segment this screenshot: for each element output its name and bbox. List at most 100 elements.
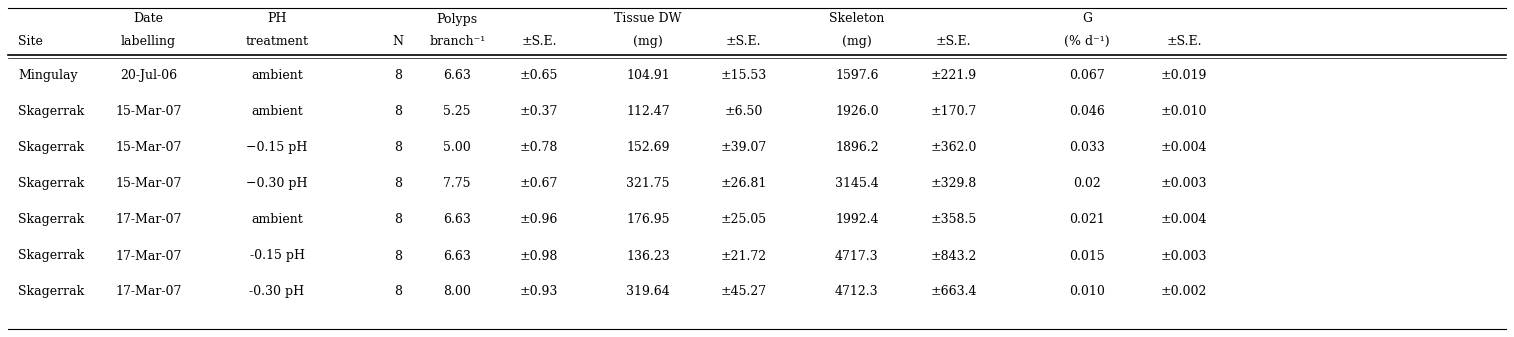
Text: ±0.98: ±0.98 — [519, 249, 559, 263]
Text: ±6.50: ±6.50 — [724, 105, 763, 119]
Text: ±0.004: ±0.004 — [1161, 142, 1207, 154]
Text: 8: 8 — [394, 105, 403, 119]
Text: 7.75: 7.75 — [444, 178, 471, 190]
Text: 176.95: 176.95 — [627, 214, 669, 226]
Text: Polyps: Polyps — [436, 12, 478, 26]
Text: 6.63: 6.63 — [444, 69, 471, 83]
Text: PH: PH — [268, 12, 286, 26]
Text: 5.00: 5.00 — [444, 142, 471, 154]
Text: (mg): (mg) — [633, 34, 663, 48]
Text: 15-Mar-07: 15-Mar-07 — [115, 178, 182, 190]
Text: Date: Date — [133, 12, 164, 26]
Text: 8: 8 — [394, 69, 403, 83]
Text: 0.033: 0.033 — [1069, 142, 1105, 154]
Text: Skagerrak: Skagerrak — [18, 105, 85, 119]
Text: 0.02: 0.02 — [1073, 178, 1101, 190]
Text: ±S.E.: ±S.E. — [1166, 34, 1202, 48]
Text: G: G — [1083, 12, 1092, 26]
Text: 4712.3: 4712.3 — [836, 285, 878, 299]
Text: ±S.E.: ±S.E. — [521, 34, 557, 48]
Text: 1926.0: 1926.0 — [836, 105, 878, 119]
Text: ±0.96: ±0.96 — [519, 214, 559, 226]
Text: branch⁻¹: branch⁻¹ — [428, 34, 486, 48]
Text: 0.067: 0.067 — [1069, 69, 1105, 83]
Text: N: N — [392, 34, 404, 48]
Text: ambient: ambient — [251, 105, 303, 119]
Text: 17-Mar-07: 17-Mar-07 — [115, 249, 182, 263]
Text: ±15.53: ±15.53 — [721, 69, 766, 83]
Text: ±843.2: ±843.2 — [931, 249, 977, 263]
Text: 319.64: 319.64 — [627, 285, 669, 299]
Text: 104.91: 104.91 — [627, 69, 669, 83]
Text: 0.010: 0.010 — [1069, 285, 1105, 299]
Text: ambient: ambient — [251, 69, 303, 83]
Text: 0.046: 0.046 — [1069, 105, 1105, 119]
Text: 1896.2: 1896.2 — [836, 142, 878, 154]
Text: (% d⁻¹): (% d⁻¹) — [1064, 34, 1110, 48]
Text: 3145.4: 3145.4 — [836, 178, 878, 190]
Text: ±0.78: ±0.78 — [519, 142, 559, 154]
Text: −0.15 pH: −0.15 pH — [247, 142, 307, 154]
Text: Skeleton: Skeleton — [830, 12, 884, 26]
Text: ±170.7: ±170.7 — [931, 105, 977, 119]
Text: 15-Mar-07: 15-Mar-07 — [115, 142, 182, 154]
Text: 4717.3: 4717.3 — [836, 249, 878, 263]
Text: Skagerrak: Skagerrak — [18, 142, 85, 154]
Text: ±0.003: ±0.003 — [1161, 249, 1207, 263]
Text: ±0.65: ±0.65 — [519, 69, 559, 83]
Text: 112.47: 112.47 — [627, 105, 669, 119]
Text: ±45.27: ±45.27 — [721, 285, 766, 299]
Text: ±0.019: ±0.019 — [1161, 69, 1207, 83]
Text: ±0.67: ±0.67 — [519, 178, 559, 190]
Text: ±25.05: ±25.05 — [721, 214, 766, 226]
Text: labelling: labelling — [121, 34, 176, 48]
Text: 8: 8 — [394, 214, 403, 226]
Text: 8: 8 — [394, 285, 403, 299]
Text: ±0.003: ±0.003 — [1161, 178, 1207, 190]
Text: −0.30 pH: −0.30 pH — [247, 178, 307, 190]
Text: 8: 8 — [394, 178, 403, 190]
Text: ambient: ambient — [251, 214, 303, 226]
Text: ±S.E.: ±S.E. — [936, 34, 972, 48]
Text: Mingulay: Mingulay — [18, 69, 77, 83]
Text: Skagerrak: Skagerrak — [18, 178, 85, 190]
Text: 0.021: 0.021 — [1069, 214, 1105, 226]
Text: -0.15 pH: -0.15 pH — [250, 249, 304, 263]
Text: ±0.93: ±0.93 — [519, 285, 559, 299]
Text: ±362.0: ±362.0 — [931, 142, 977, 154]
Text: 5.25: 5.25 — [444, 105, 471, 119]
Text: ±0.004: ±0.004 — [1161, 214, 1207, 226]
Text: ±663.4: ±663.4 — [931, 285, 977, 299]
Text: 321.75: 321.75 — [627, 178, 669, 190]
Text: 8: 8 — [394, 249, 403, 263]
Text: -0.30 pH: -0.30 pH — [250, 285, 304, 299]
Text: ±S.E.: ±S.E. — [725, 34, 762, 48]
Text: Site: Site — [18, 34, 42, 48]
Text: 1597.6: 1597.6 — [836, 69, 878, 83]
Text: ±39.07: ±39.07 — [721, 142, 766, 154]
Text: 8.00: 8.00 — [444, 285, 471, 299]
Text: Skagerrak: Skagerrak — [18, 285, 85, 299]
Text: 15-Mar-07: 15-Mar-07 — [115, 105, 182, 119]
Text: 20-Jul-06: 20-Jul-06 — [120, 69, 177, 83]
Text: Skagerrak: Skagerrak — [18, 214, 85, 226]
Text: 152.69: 152.69 — [627, 142, 669, 154]
Text: ±358.5: ±358.5 — [931, 214, 977, 226]
Text: ±0.37: ±0.37 — [519, 105, 559, 119]
Text: ±221.9: ±221.9 — [931, 69, 977, 83]
Text: 6.63: 6.63 — [444, 249, 471, 263]
Text: 17-Mar-07: 17-Mar-07 — [115, 285, 182, 299]
Text: (mg): (mg) — [842, 34, 872, 48]
Text: Tissue DW: Tissue DW — [615, 12, 681, 26]
Text: Skagerrak: Skagerrak — [18, 249, 85, 263]
Text: 136.23: 136.23 — [627, 249, 669, 263]
Text: 17-Mar-07: 17-Mar-07 — [115, 214, 182, 226]
Text: 8: 8 — [394, 142, 403, 154]
Text: ±21.72: ±21.72 — [721, 249, 766, 263]
Text: ±329.8: ±329.8 — [931, 178, 977, 190]
Text: ±26.81: ±26.81 — [721, 178, 766, 190]
Text: treatment: treatment — [245, 34, 309, 48]
Text: 6.63: 6.63 — [444, 214, 471, 226]
Text: 1992.4: 1992.4 — [836, 214, 878, 226]
Text: 0.015: 0.015 — [1069, 249, 1105, 263]
